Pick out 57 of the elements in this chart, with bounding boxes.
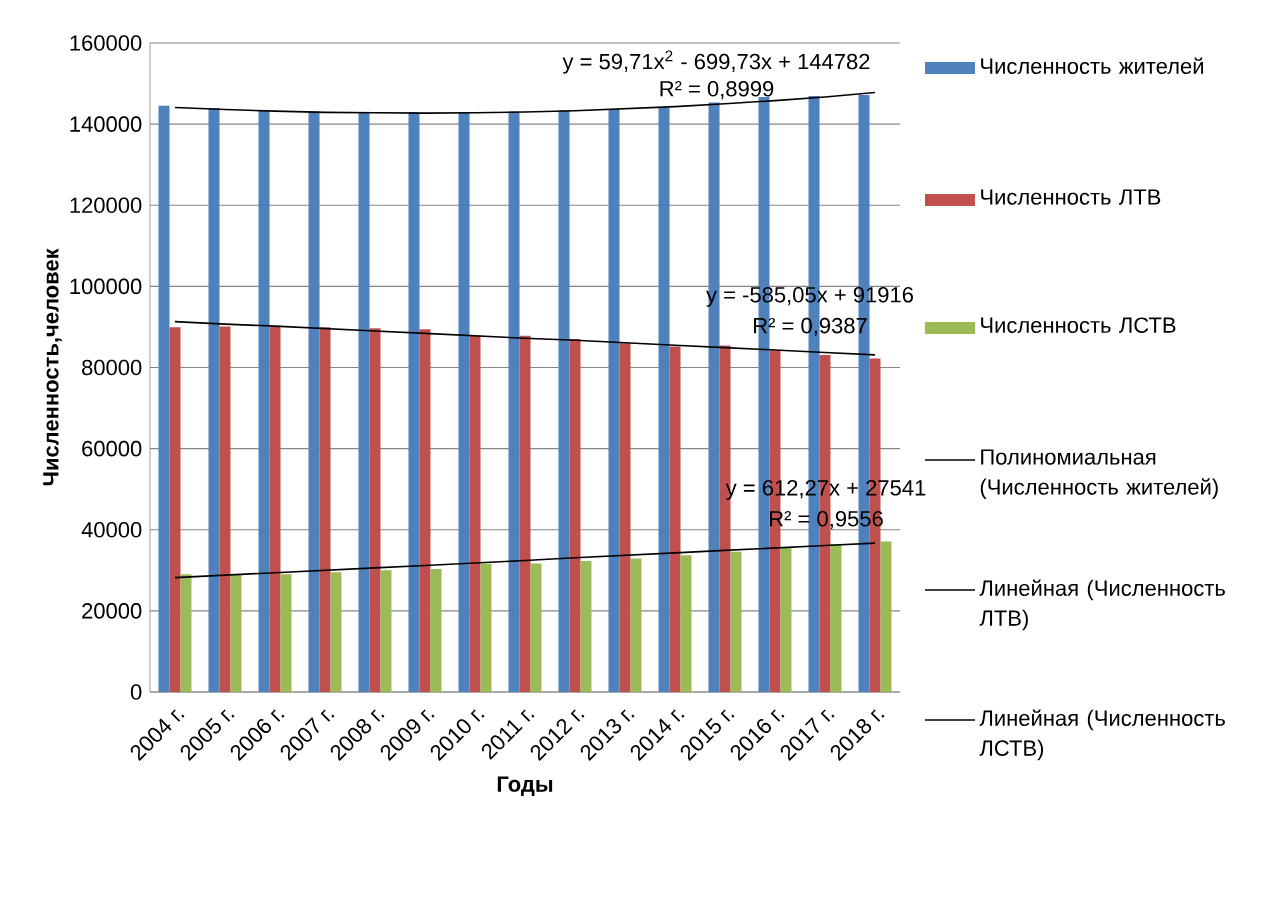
bar	[208, 107, 220, 692]
bar	[780, 547, 792, 692]
bar	[708, 102, 720, 692]
bar	[369, 328, 381, 692]
bar	[180, 574, 192, 692]
bar	[608, 109, 620, 692]
bar	[330, 572, 342, 692]
bar	[308, 111, 320, 692]
y-tick-label: 140000	[70, 116, 142, 132]
bar	[280, 574, 292, 692]
y-tick-label: 100000	[70, 278, 142, 295]
bar	[158, 105, 170, 692]
bar	[458, 112, 470, 692]
y-tick-label: 120000	[70, 197, 142, 214]
bar	[219, 326, 231, 692]
y-tick-label: 40000	[81, 521, 142, 538]
bar	[380, 570, 392, 692]
y-axis-title: Численность,человек	[43, 248, 62, 486]
legend-label: Полиномиальная (Численность жителей)	[980, 449, 1218, 500]
bar	[230, 573, 242, 692]
bar	[269, 326, 281, 692]
annotation: y = 59,71x$^{2}$ - 699,73x + 144782	[562, 50, 870, 74]
bar	[508, 111, 520, 692]
legend-label: Линейная (Численность ЛТВ)	[979, 579, 1225, 631]
bar	[530, 563, 542, 692]
bar	[419, 329, 431, 692]
bar	[408, 112, 420, 692]
y-tick-label: 60000	[82, 440, 142, 457]
bar	[169, 327, 181, 692]
legend-label: Численность жителей	[981, 57, 1203, 74]
bar	[730, 551, 742, 692]
bar	[680, 555, 692, 692]
bar	[580, 560, 592, 692]
bar	[358, 111, 370, 692]
bar	[658, 107, 670, 692]
legend-label: Численность ЛТВ	[981, 189, 1161, 205]
bar	[519, 335, 531, 692]
bar	[880, 541, 892, 692]
bar	[830, 544, 842, 692]
bar	[558, 110, 570, 692]
bar	[569, 339, 581, 692]
bar	[469, 335, 481, 692]
y-tick-label: 160000	[70, 35, 142, 51]
y-tick-label: 80000	[82, 359, 142, 376]
legend-label: Линейная (Численность ЛСТВ)	[979, 709, 1225, 761]
y-tick-label: 0	[130, 684, 142, 700]
bar	[630, 558, 642, 692]
bar	[669, 346, 681, 692]
bar	[258, 109, 270, 692]
bar	[319, 327, 331, 692]
legend-label: Численность ЛСТВ	[981, 317, 1176, 333]
bar	[619, 343, 631, 692]
y-tick-label: 20000	[82, 603, 142, 619]
bar	[430, 569, 442, 692]
x-axis-title: Годы	[497, 776, 553, 797]
annotation: R² = 0,8999	[660, 80, 774, 100]
bar	[480, 563, 492, 692]
